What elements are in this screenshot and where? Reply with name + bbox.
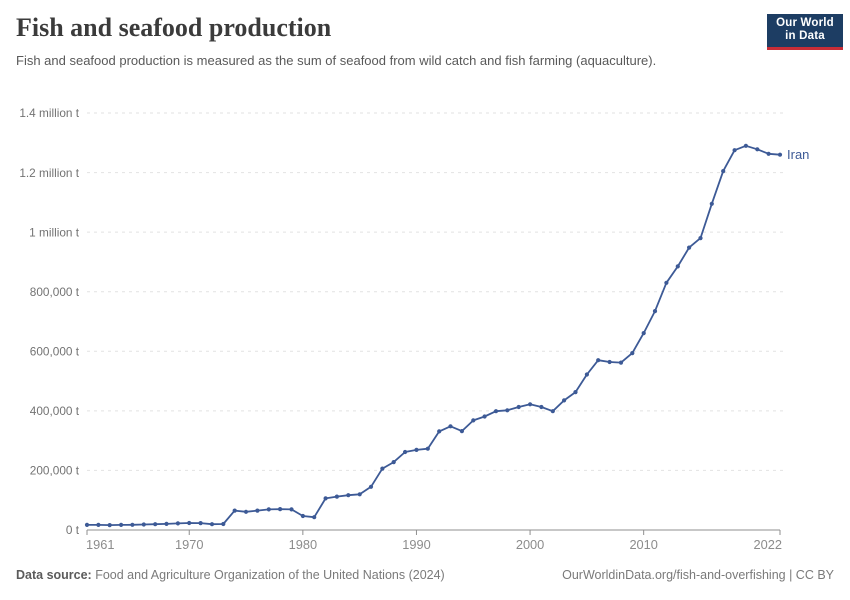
data-point-marker <box>652 309 658 314</box>
data-source-label: Data source: <box>16 568 92 582</box>
logo-text-line1: Our World <box>776 16 834 29</box>
data-point-marker <box>618 360 624 365</box>
data-point-marker <box>777 152 783 157</box>
data-point-marker <box>675 264 680 269</box>
x-axis-tick-label: 1970 <box>175 537 203 552</box>
data-point-marker <box>664 280 669 285</box>
data-source: Data source: Food and Agriculture Organi… <box>16 568 445 582</box>
y-axis-tick-label: 200,000 t <box>30 464 80 478</box>
data-point-marker <box>732 148 737 153</box>
data-point-marker <box>721 169 726 174</box>
data-point-marker <box>346 493 351 498</box>
chart-footer: Data source: Food and Agriculture Organi… <box>16 568 834 582</box>
x-axis-tick-label: 1990 <box>402 537 430 552</box>
iran-series[interactable] <box>84 143 783 528</box>
data-point-marker <box>562 398 567 403</box>
data-point-marker <box>459 429 464 434</box>
data-point-marker <box>539 404 544 410</box>
data-point-marker <box>573 390 578 395</box>
y-axis-tick-label: 400,000 t <box>30 404 80 418</box>
y-axis-tick-label: 0 t <box>66 523 80 537</box>
data-point-marker <box>164 521 169 527</box>
data-point-marker <box>380 466 385 471</box>
data-point-marker <box>187 520 192 526</box>
y-axis-tick-label: 1.2 million t <box>19 166 79 180</box>
data-source-text: Food and Agriculture Organization of the… <box>91 568 445 582</box>
data-point-marker <box>84 522 90 528</box>
data-point-marker <box>221 521 226 527</box>
data-point-marker <box>550 409 555 414</box>
data-point-marker <box>96 522 101 528</box>
y-axis-tick-label: 1 million t <box>29 225 80 239</box>
data-point-marker <box>255 508 260 513</box>
data-point-marker <box>403 449 408 455</box>
data-point-marker <box>357 492 362 497</box>
data-point-marker <box>141 522 146 527</box>
data-point-marker <box>766 151 771 156</box>
data-point-marker <box>243 509 249 514</box>
data-point-marker <box>391 460 396 465</box>
data-point-marker <box>528 402 533 407</box>
data-point-marker <box>175 521 180 526</box>
data-point-marker <box>323 496 328 501</box>
x-axis-tick-label: 2000 <box>516 537 544 552</box>
data-point-marker <box>630 351 635 356</box>
data-point-marker <box>278 507 283 512</box>
data-point-marker <box>107 523 112 528</box>
data-point-marker <box>755 147 760 152</box>
data-point-marker <box>448 424 453 429</box>
data-point-marker <box>425 446 430 451</box>
y-axis-tick-label: 600,000 t <box>30 344 80 358</box>
data-point-marker <box>641 331 646 336</box>
data-point-marker <box>300 513 305 519</box>
x-axis-tick-label: 2022 <box>754 537 782 552</box>
iran-series-line <box>86 144 781 526</box>
data-point-marker <box>505 408 510 413</box>
logo-text-line2: in Data <box>785 30 825 43</box>
data-point-marker <box>687 245 692 250</box>
x-axis-tick-label: 1961 <box>86 537 114 552</box>
y-axis-tick-label: 800,000 t <box>30 285 80 299</box>
data-point-marker <box>414 447 419 452</box>
data-point-marker <box>153 522 158 527</box>
data-point-marker <box>334 494 339 499</box>
data-point-marker <box>482 414 487 419</box>
data-point-marker <box>437 429 442 434</box>
data-point-marker <box>698 236 703 241</box>
x-axis-tick-label: 2010 <box>629 537 657 552</box>
chart-subtitle: Fish and seafood production is measured … <box>16 53 657 68</box>
data-point-marker <box>209 522 215 527</box>
data-point-marker <box>743 143 749 148</box>
y-axis-tick-label: 1.4 million t <box>19 106 79 120</box>
iran-series-label[interactable]: Iran <box>787 147 809 162</box>
credit-link[interactable]: OurWorldinData.org/fish-and-overfishing … <box>562 568 834 582</box>
data-point-marker <box>516 404 521 410</box>
data-point-marker <box>709 201 714 206</box>
x-axis-tick-label: 1980 <box>289 537 317 552</box>
data-point-marker <box>198 521 203 526</box>
data-point-marker <box>312 515 317 520</box>
data-point-marker <box>368 484 374 489</box>
owid-logo[interactable]: Our World in Data <box>767 14 843 50</box>
data-point-marker <box>232 508 237 513</box>
data-point-marker <box>471 418 476 423</box>
data-point-marker <box>119 522 124 528</box>
data-point-marker <box>266 507 271 512</box>
data-point-marker <box>289 507 294 512</box>
data-point-marker <box>607 359 612 365</box>
page-title: Fish and seafood production <box>16 13 332 42</box>
data-point-marker <box>493 409 499 414</box>
data-point-marker <box>596 358 601 363</box>
data-point-marker <box>584 372 590 377</box>
data-point-marker <box>130 522 135 527</box>
